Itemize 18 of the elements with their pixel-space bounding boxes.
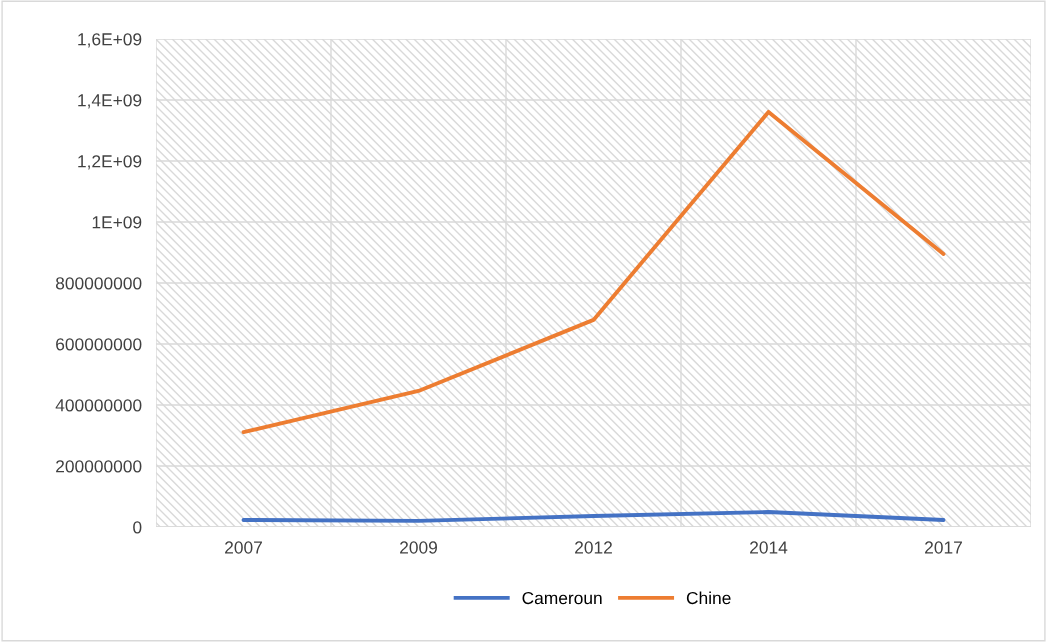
y-tick-label: 800000000 — [55, 277, 142, 290]
y-tick-label: 600000000 — [56, 338, 142, 351]
y-tick-label: 1,6E+09 — [78, 33, 142, 48]
x-tick-label: 2012 — [575, 541, 612, 554]
x-tick-label: 2009 — [400, 541, 437, 554]
x-tick-label: 2017 — [925, 541, 962, 554]
line-series — [241, 510, 946, 523]
legend-label: Cameroun — [522, 591, 602, 605]
y-tick-label: 1,4E+09 — [78, 94, 142, 109]
y-tick-label: 400000000 — [55, 399, 142, 412]
x-tick-label: 2007 — [225, 541, 262, 554]
y-tick-label: 1,2E+09 — [78, 155, 142, 170]
legend-label: Chine — [686, 591, 731, 605]
y-tick-label: 1E+09 — [92, 216, 142, 229]
y-tick-label: 200000000 — [56, 460, 142, 473]
line-series — [241, 109, 946, 435]
x-tick-label: 2014 — [750, 541, 788, 554]
y-tick-label: 0 — [133, 521, 142, 534]
